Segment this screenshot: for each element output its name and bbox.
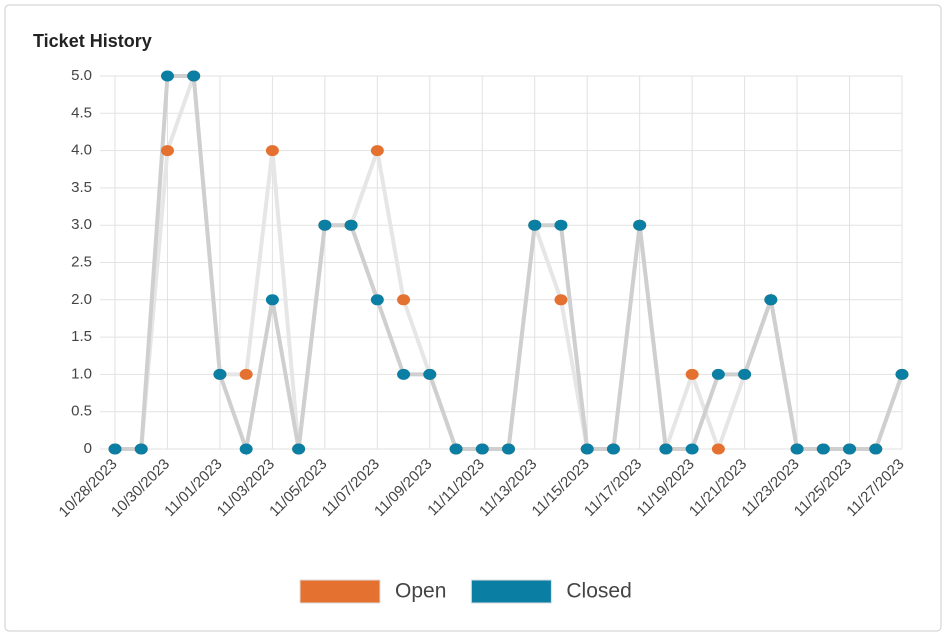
chart-title: Ticket History — [33, 31, 152, 51]
point — [685, 368, 699, 380]
point — [318, 219, 332, 231]
point — [869, 443, 883, 455]
y-tick-label: 1.5 — [71, 328, 92, 345]
point — [423, 368, 437, 380]
y-tick-label: 0 — [84, 440, 92, 457]
point — [659, 443, 673, 455]
card — [4, 4, 942, 632]
point — [895, 368, 909, 380]
point — [580, 443, 594, 455]
point — [738, 368, 752, 380]
point — [554, 219, 568, 231]
point — [160, 145, 174, 157]
y-tick-label: 1.0 — [71, 365, 92, 382]
point — [711, 443, 725, 455]
point — [502, 443, 515, 455]
point — [265, 294, 279, 306]
legend-label: Closed — [566, 580, 631, 603]
point — [397, 294, 411, 306]
legend-label: Open — [395, 580, 446, 603]
point — [711, 368, 725, 380]
y-tick-label: 2.5 — [71, 253, 92, 270]
point — [265, 145, 279, 157]
point — [843, 443, 857, 455]
y-tick-label: 3.5 — [71, 179, 92, 196]
point — [764, 294, 778, 306]
legend-swatch — [470, 579, 552, 604]
legend-swatch — [299, 579, 381, 604]
y-tick-label: 5.0 — [71, 67, 92, 84]
point — [134, 443, 148, 455]
point — [606, 443, 620, 455]
point — [108, 443, 122, 455]
point — [816, 443, 830, 455]
y-tick-label: 3.0 — [71, 216, 92, 233]
y-tick-label: 2.0 — [71, 291, 92, 308]
y-tick-label: 4.5 — [71, 104, 92, 121]
point — [554, 294, 568, 306]
point — [370, 145, 384, 157]
point — [370, 294, 384, 306]
y-tick-label: 0.5 — [71, 403, 92, 420]
point — [528, 219, 542, 231]
y-tick-label: 4.0 — [71, 142, 92, 159]
point — [213, 368, 227, 380]
point — [239, 443, 253, 455]
point — [292, 443, 306, 455]
point — [187, 70, 201, 82]
point — [239, 368, 253, 380]
point — [344, 219, 358, 231]
point — [449, 443, 463, 455]
point — [633, 219, 647, 231]
point — [685, 443, 699, 455]
point — [790, 443, 804, 455]
point — [160, 70, 174, 82]
point — [475, 443, 489, 455]
point — [397, 368, 411, 380]
